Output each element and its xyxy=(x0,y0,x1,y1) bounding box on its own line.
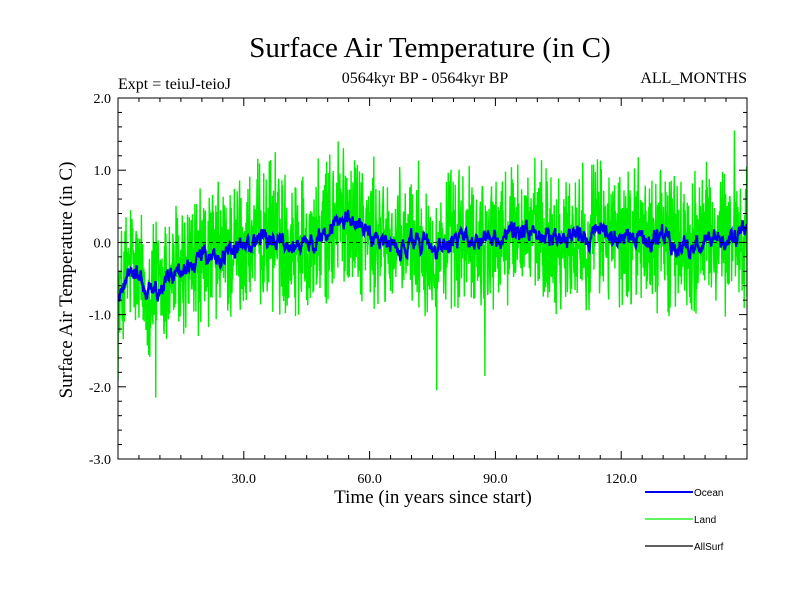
x-axis-label: Time (in years since start) xyxy=(334,487,532,508)
legend: Ocean Land AllSurf xyxy=(645,488,724,553)
x-tick-label: 90.0 xyxy=(483,472,508,487)
y-axis: -3.0 -2.0 -1.0 0.0 1.0 2.0 xyxy=(89,92,747,468)
y-tick-label: -1.0 xyxy=(89,309,111,324)
series-ocean-line xyxy=(118,209,747,302)
x-tick-label: 120.0 xyxy=(605,472,637,487)
x-axis: 30.0 60.0 90.0 120.0 xyxy=(138,98,727,487)
y-tick-label: -3.0 xyxy=(89,453,111,468)
legend-label-ocean: Ocean xyxy=(694,488,723,499)
x-tick-label: 60.0 xyxy=(357,472,382,487)
y-axis-label: Surface Air Temperature (in C) xyxy=(56,162,77,399)
x-tick-label: 30.0 xyxy=(232,472,257,487)
chart-subtitle-right: ALL_MONTHS xyxy=(640,70,747,87)
series-land-line xyxy=(118,130,747,398)
series-layer xyxy=(118,130,747,398)
chart-subtitle-center: 0564kyr BP - 0564kyr BP xyxy=(342,70,509,87)
legend-label-land: Land xyxy=(694,515,716,526)
y-tick-label: 2.0 xyxy=(94,92,112,107)
legend-label-allsurf: AllSurf xyxy=(694,542,724,553)
y-tick-label: 1.0 xyxy=(94,164,112,179)
y-tick-label: 0.0 xyxy=(94,236,112,251)
y-tick-label: -2.0 xyxy=(89,381,111,396)
chart-subtitle-left: Expt = teiuJ-teioJ xyxy=(118,76,231,93)
chart-title: Surface Air Temperature (in C) xyxy=(249,32,610,64)
